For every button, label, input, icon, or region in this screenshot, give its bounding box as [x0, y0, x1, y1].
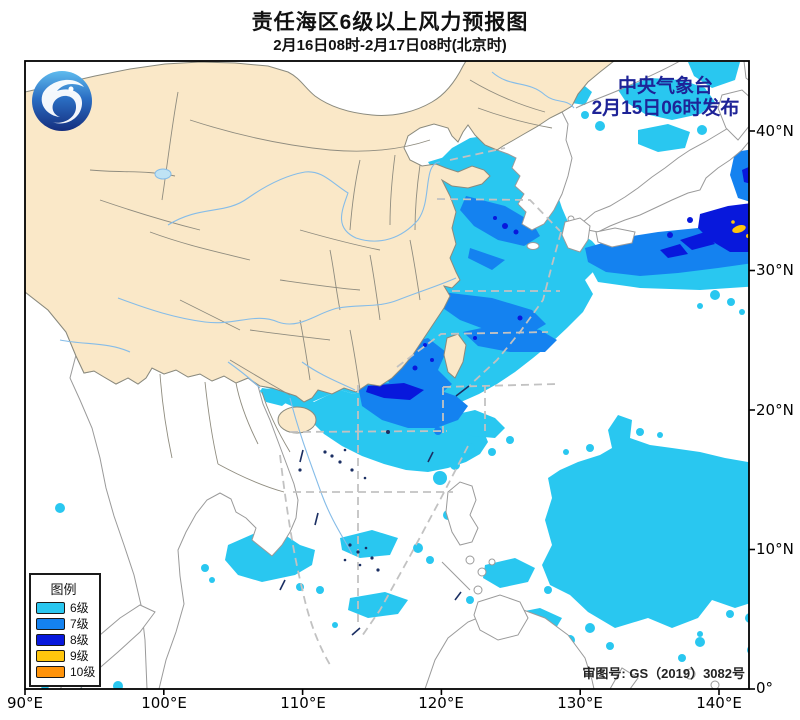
map-frame-and-ticks: [24, 60, 755, 695]
sea-zone-boundaries: [279, 147, 562, 669]
level9-swatch: [36, 649, 65, 662]
level6-swatch: [36, 601, 65, 614]
legend-box: 图例 6级 7级 8级 9级 10级: [29, 573, 101, 687]
page-subtitle: 2月16日08时-2月17日08时(北京时): [273, 37, 507, 54]
level8-swatch: [36, 633, 65, 646]
legend-row-level9: 9级: [36, 649, 99, 663]
rivers: [59, 71, 575, 555]
y-tick-30N: 30°N: [756, 261, 794, 279]
wind-level9-areas: [731, 220, 749, 238]
issue-time: 2月15日06时发布: [591, 98, 740, 119]
issuer-annotation: 中央气象台 2月15日06时发布: [578, 76, 753, 120]
level10-label: 10级: [70, 665, 96, 679]
level7-label: 7级: [70, 617, 89, 631]
x-tick-130E: 130°E: [557, 694, 603, 712]
x-tick-110E: 110°E: [280, 694, 326, 712]
map-approval-number: 审图号: GS（2019）3082号: [582, 666, 745, 681]
y-tick-40N: 40°N: [756, 122, 794, 140]
wind-level8-areas: [366, 166, 749, 400]
x-tick-90E: 90°E: [6, 694, 44, 712]
cma-logo-icon: [32, 71, 92, 131]
legend-row-level7: 7级: [36, 617, 99, 631]
x-tick-100E: 100°E: [141, 694, 187, 712]
taiwan-island: [443, 333, 467, 379]
island-specks: [279, 385, 470, 636]
level7-swatch: [36, 617, 65, 630]
y-tick-10N: 10°N: [756, 540, 794, 558]
china-landmass: [25, 61, 615, 434]
x-tick-120E: 120°E: [418, 694, 464, 712]
map-layers: [25, 61, 749, 689]
qinghai-lake: [154, 168, 172, 180]
level8-label: 8级: [70, 633, 89, 647]
legend-row-level6: 6级: [36, 601, 99, 615]
hainan-island: [277, 406, 317, 434]
x-tick-140E: 140°E: [696, 694, 742, 712]
issuer-name: 中央气象台: [617, 76, 713, 97]
level6-label: 6级: [70, 601, 89, 615]
page-title: 责任海区6级以上风力预报图: [251, 11, 529, 34]
level10-swatch: [36, 665, 65, 678]
level9-label: 9级: [70, 649, 89, 663]
legend-title: 图例: [50, 582, 77, 597]
y-tick-20N: 20°N: [756, 401, 794, 419]
legend-row-level8: 8级: [36, 633, 99, 647]
legend-row-level10: 10级: [36, 665, 99, 679]
y-tick-0: 0°: [756, 679, 774, 697]
